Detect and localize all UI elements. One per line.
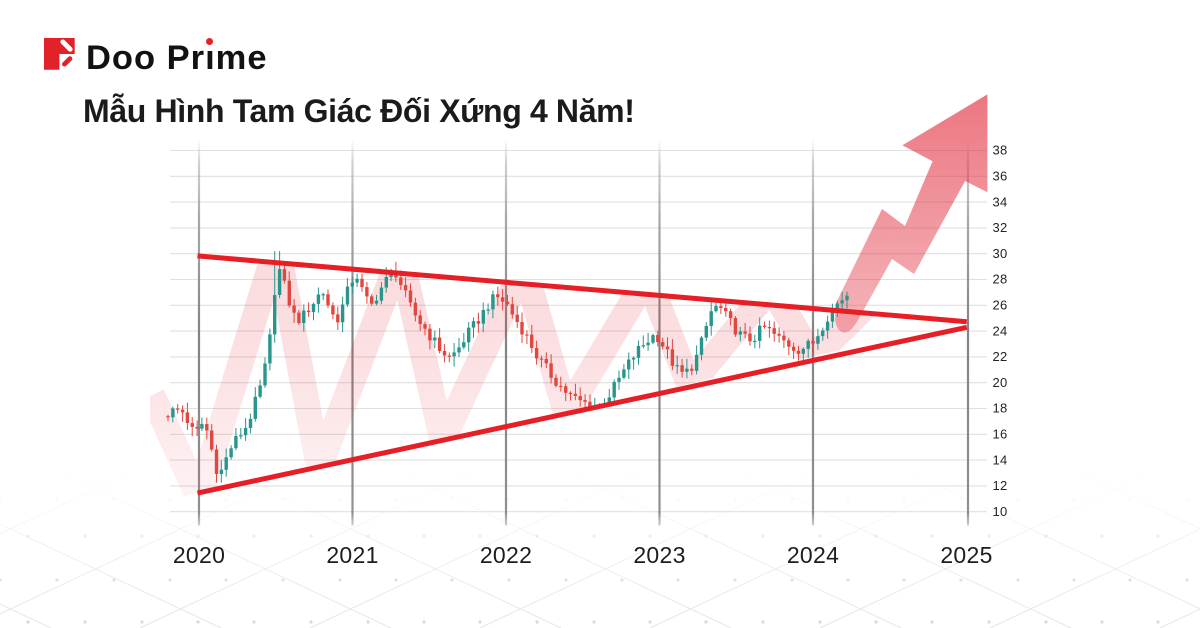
svg-text:36: 36 — [993, 169, 1008, 184]
svg-text:20: 20 — [993, 375, 1008, 390]
svg-text:22: 22 — [993, 349, 1008, 364]
svg-text:26: 26 — [993, 298, 1008, 313]
svg-text:14: 14 — [993, 452, 1008, 467]
svg-text:2020: 2020 — [173, 542, 225, 568]
svg-text:12: 12 — [993, 478, 1008, 493]
svg-text:32: 32 — [993, 220, 1008, 235]
svg-text:2021: 2021 — [326, 542, 378, 568]
svg-text:30: 30 — [993, 246, 1008, 261]
svg-text:2025: 2025 — [940, 542, 992, 568]
svg-text:2023: 2023 — [633, 542, 685, 568]
svg-text:2022: 2022 — [480, 542, 532, 568]
svg-text:16: 16 — [993, 427, 1008, 442]
svg-text:10: 10 — [993, 504, 1008, 519]
svg-text:24: 24 — [993, 323, 1008, 338]
svg-text:38: 38 — [993, 143, 1008, 158]
svg-text:2024: 2024 — [787, 542, 839, 568]
svg-text:18: 18 — [993, 401, 1008, 416]
svg-text:34: 34 — [993, 194, 1008, 209]
svg-text:28: 28 — [993, 272, 1008, 287]
